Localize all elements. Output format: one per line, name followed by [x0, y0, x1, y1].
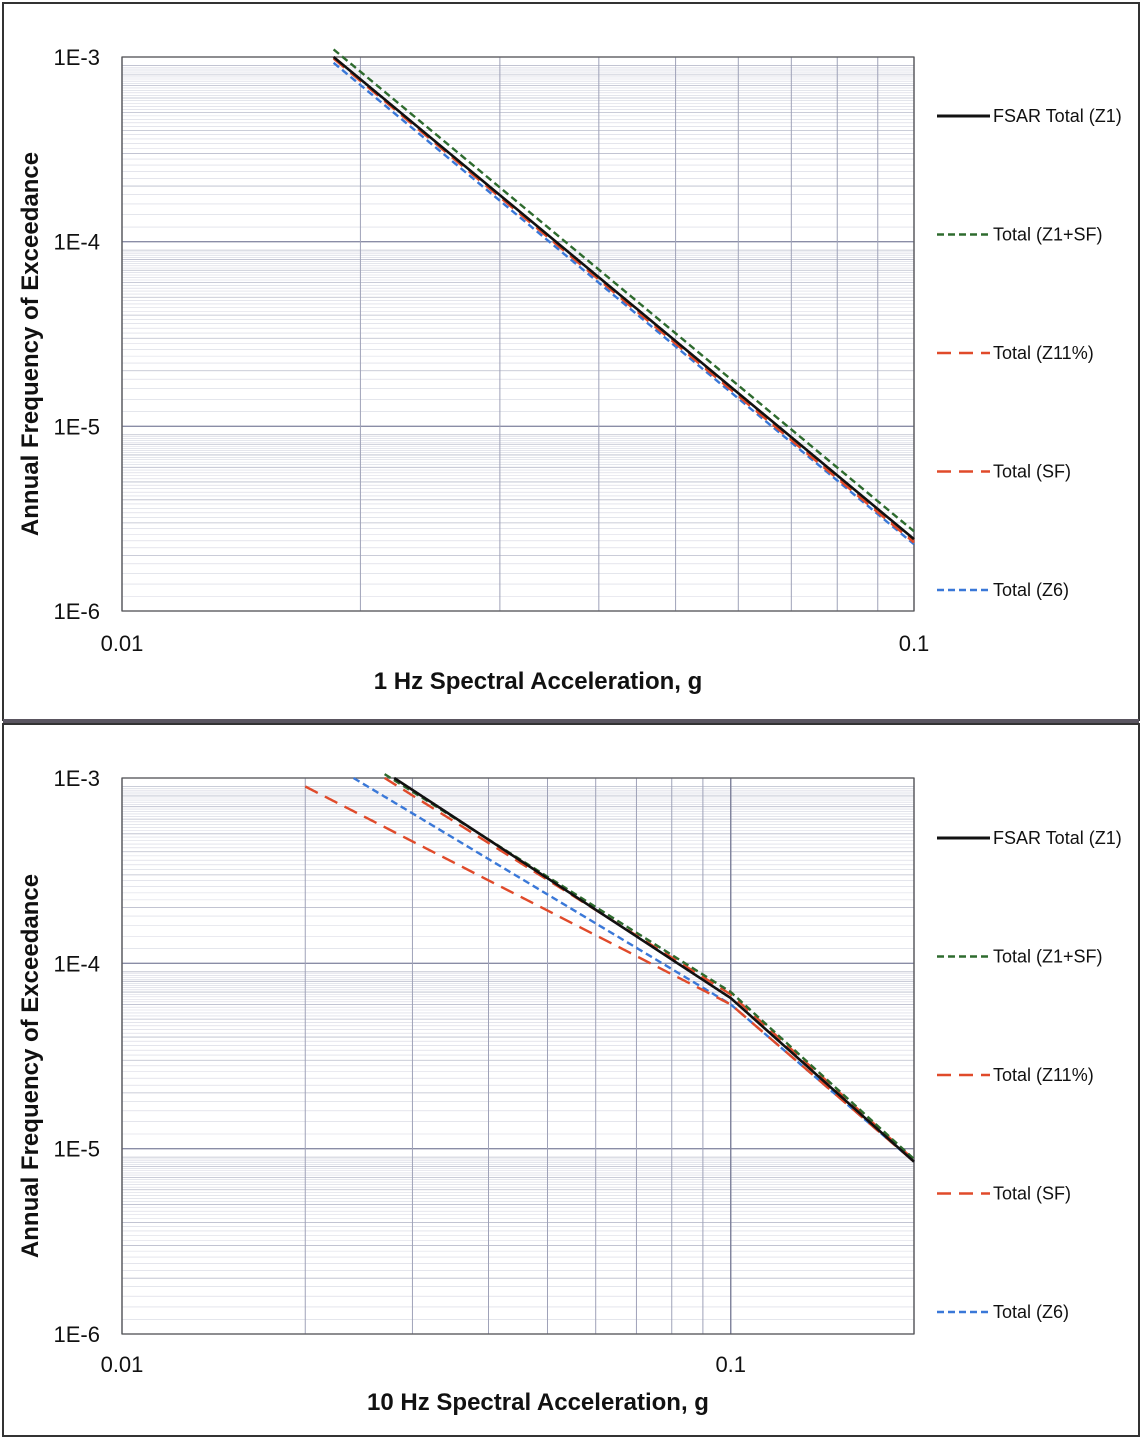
legend-label: Total (Z1+SF) [993, 225, 1103, 245]
series-lines [304, 773, 915, 1163]
x-tick-labels: 0.01 0.1 [101, 1352, 746, 1377]
series-line [332, 57, 915, 544]
y-tick-label: 1E-4 [54, 230, 100, 255]
x-axis-label: 1 Hz Spectral Acceleration, g [374, 668, 703, 695]
legend-item: FSAR Total (Z1) [937, 828, 1122, 848]
legend-item: Total (SF) [937, 1184, 1071, 1204]
legend: FSAR Total (Z1) Total (Z1+SF) Total (Z11… [937, 828, 1122, 1322]
legend-label: Total (Z6) [993, 580, 1069, 600]
legend-item: Total (Z11%) [937, 1065, 1094, 1085]
series-line [332, 48, 915, 533]
x-tick-labels: 0.01 0.1 [101, 631, 930, 656]
y-tick-label: 1E-4 [54, 951, 100, 976]
legend-item: Total (Z1+SF) [937, 225, 1103, 245]
legend-label: FSAR Total (Z1) [993, 828, 1122, 848]
x-axis-label: 10 Hz Spectral Acceleration, g [367, 1389, 709, 1416]
legend-item: Total (Z11%) [937, 343, 1094, 363]
panel-border [2, 2, 1140, 721]
legend-item: Total (Z6) [937, 580, 1069, 600]
legend-label: Total (SF) [993, 462, 1071, 482]
legend-label: FSAR Total (Z1) [993, 106, 1122, 126]
chart-panel-1hz: 1E-6 1E-5 1E-4 1E-3 0.01 0.1 1 Hz Spectr… [2, 2, 1140, 721]
series-line [332, 61, 915, 546]
x-tick-label: 0.01 [101, 631, 144, 656]
legend-label: Total (SF) [993, 1184, 1071, 1204]
legend-item: Total (SF) [937, 462, 1071, 482]
y-tick-label: 1E-5 [54, 414, 100, 439]
y-axis-label: Annual Frequency of Exceedance [17, 152, 44, 536]
legend-label: Total (Z1+SF) [993, 947, 1103, 967]
series-lines [332, 48, 915, 546]
y-tick-label: 1E-6 [54, 1322, 100, 1347]
y-tick-label: 1E-3 [54, 766, 100, 791]
x-tick-label: 0.1 [899, 631, 930, 656]
x-tick-label: 0.01 [101, 1352, 144, 1377]
y-tick-label: 1E-3 [54, 45, 100, 70]
legend: FSAR Total (Z1) Total (Z1+SF) Total (Z11… [937, 106, 1122, 600]
plot-area-frame [121, 56, 915, 612]
x-tick-label: 0.1 [715, 1352, 746, 1377]
panel-border [2, 723, 1140, 1437]
chart-panel-10hz: 1E-6 1E-5 1E-4 1E-3 0.01 0.1 10 Hz Spect… [2, 723, 1140, 1437]
legend-label: Total (Z11%) [993, 343, 1094, 363]
legend-item: FSAR Total (Z1) [937, 106, 1122, 126]
series-line [332, 55, 915, 541]
panel-divider [3, 719, 1139, 724]
y-tick-label: 1E-5 [54, 1137, 100, 1162]
y-axis-label: Annual Frequency of Exceedance [17, 874, 44, 1258]
series-line [304, 785, 915, 1163]
plot-area-frame [121, 777, 915, 1335]
legend-item: Total (Z6) [937, 1302, 1069, 1322]
y-tick-label: 1E-6 [54, 599, 100, 624]
legend-label: Total (Z11%) [993, 1065, 1094, 1085]
legend-item: Total (Z1+SF) [937, 947, 1103, 967]
series-line [393, 776, 915, 1163]
legend-label: Total (Z6) [993, 1302, 1069, 1322]
y-tick-labels: 1E-6 1E-5 1E-4 1E-3 [54, 766, 100, 1347]
y-tick-labels: 1E-6 1E-5 1E-4 1E-3 [54, 45, 100, 624]
